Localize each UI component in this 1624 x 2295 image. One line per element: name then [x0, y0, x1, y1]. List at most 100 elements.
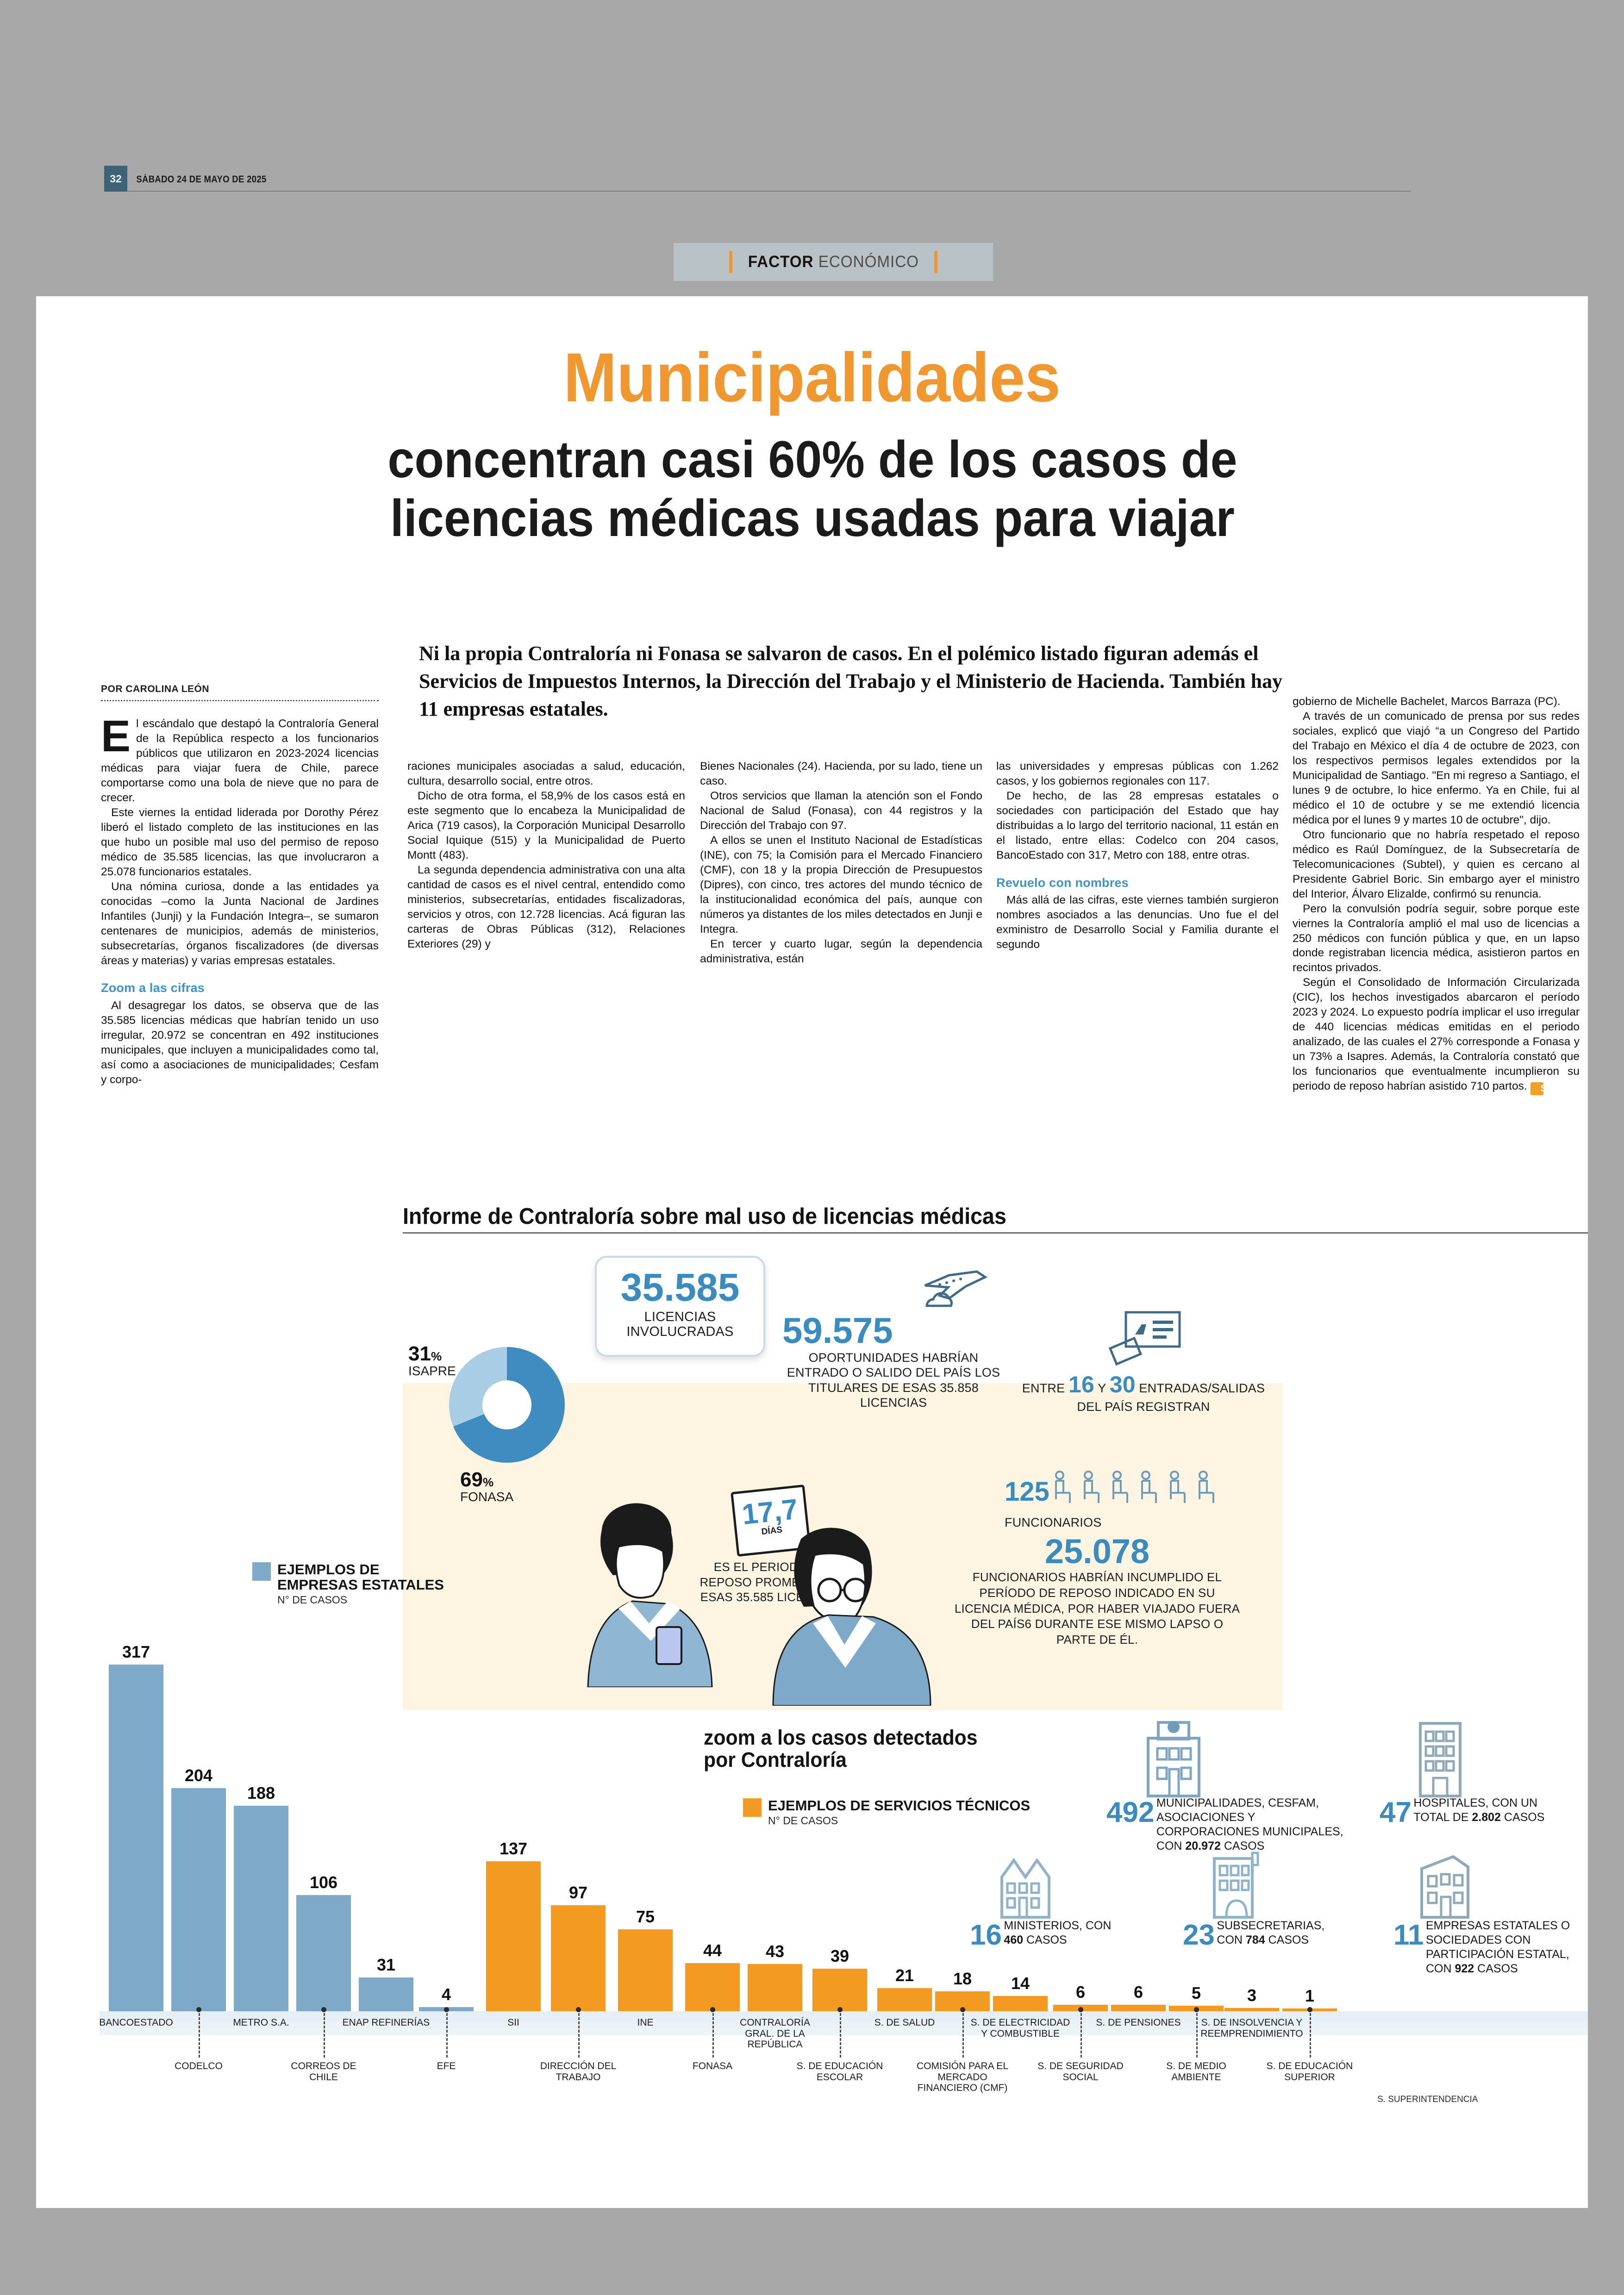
leader-line-20 [1310, 2009, 1311, 2058]
bar-value: 6 [1075, 1982, 1086, 2002]
bar-value: 31 [376, 1955, 396, 1974]
x-label-15: S. DE ELECTRICIDAD Y COMBUSTIBLE [970, 2017, 1070, 2039]
infographic-subtitle-line1: zoom a los casos detectados [704, 1726, 978, 1749]
bar-value: 137 [499, 1839, 528, 1858]
x-label-19: S. DE INSOLVENCIA Y REEMPRENDIMIENTO [1200, 2017, 1303, 2039]
bar-12: 39 [812, 1946, 867, 2011]
stat-card-line1: LICENCIAS [644, 1310, 716, 1324]
stat-trips: 59.575 OPORTUNIDADES HABRÍAN ENTRADO O S… [782, 1270, 1005, 1410]
bar-value: 75 [636, 1907, 655, 1926]
stat-text: MUNICIPALIDADES, CESFAM, ASOCIACIONES Y … [1156, 1796, 1343, 1852]
stat-officials: 125 FUNCIONARIOS [1005, 1470, 1273, 1530]
paragraph: La segunda dependencia administrativa co… [407, 863, 685, 950]
paragraph: Dicho de otra forma, el 58,9% de los cas… [407, 789, 685, 861]
chart-axis-band [100, 2011, 1588, 2035]
bar-value: 18 [953, 1969, 972, 1989]
leader-dot-12 [837, 2007, 843, 2012]
bar-rect [234, 1805, 288, 2011]
subhead-zoom-cifras: Zoom a las cifras [101, 981, 205, 995]
stat-card-licencias: 35.585 LICENCIAS INVOLUCRADAS [595, 1256, 765, 1357]
end-mark-icon: S [1530, 1082, 1547, 1096]
x-label-6: EFE [437, 2061, 456, 2071]
bar-rect [551, 1905, 606, 2011]
infographic-subtitle-line2: por Contraloría [704, 1747, 847, 1771]
bar-value: 39 [830, 1946, 849, 1965]
paragraph: Bienes Nacionales (24). Hacienda, por su… [700, 760, 982, 787]
stat-text: EMPRESAS ESTATALES O SOCIEDADES CON PART… [1426, 1919, 1570, 1975]
bar-rect [993, 1996, 1048, 2011]
x-label-1: BANCOESTADO [99, 2017, 173, 2028]
paragraph: las universidades y empresas públicas co… [996, 760, 1279, 787]
leader-dot-6 [444, 2007, 449, 2012]
leader-dot-2 [196, 2007, 201, 2012]
paragraph: gobierno de Michelle Bachelet, Marcos Ba… [1293, 695, 1561, 708]
bar-chart: EJEMPLOS DE EMPRESAS ESTATALES N° DE CAS… [99, 1546, 1588, 2115]
masthead-date: SÁBADO 24 DE MAYO DE 2025 [127, 166, 1411, 192]
paragraph-text: Según el Consolidado de Información Circ… [1293, 976, 1580, 1093]
bar-rect [1111, 2004, 1166, 2011]
tag-bar-left-icon [729, 251, 732, 273]
paragraph: raciones municipales asociadas a salud, … [407, 760, 685, 787]
bar-value: 317 [122, 1642, 150, 1661]
tag-bar-right-icon [934, 251, 938, 273]
building-stat-subsecretarias: 23 SUBSECRETARIAS, CON 784 CASOS [1183, 1852, 1368, 1952]
stat-trips-number: 59.575 [782, 1310, 893, 1351]
company-building-icon [1420, 1855, 1469, 1919]
stat-entries: ENTRE 16 Y 30 ENTRADAS/SALIDAS DEL PAÍS … [1014, 1311, 1273, 1415]
legend-swatch-orange [743, 1798, 762, 1817]
bar-value: 97 [568, 1883, 588, 1902]
paragraph: Otro funcionario que no habría respetado… [1293, 828, 1580, 900]
infographic: Informe de Contraloría sobre mal uso de … [403, 1204, 1588, 1771]
paragraph: Pero la convulsión podría seguir, sobre … [1293, 902, 1580, 974]
leader-dot-20 [1307, 2007, 1312, 2012]
ministry-building-icon [1000, 1858, 1050, 1919]
page-folio: 32 [104, 166, 127, 192]
x-label-8: DIRECCIÓN DEL TRABAJO [540, 2061, 617, 2083]
bar-17: 6 [1111, 1983, 1166, 2011]
x-label-5: ENAP REFINERÍAS [342, 2017, 430, 2028]
paragraph: En tercer y cuarto lugar, según la depen… [700, 937, 982, 965]
x-label-3: METRO S.A. [233, 2017, 289, 2028]
donut-ring [449, 1347, 565, 1463]
bar-19: 3 [1224, 1986, 1279, 2011]
bar-8: 97 [551, 1883, 606, 2011]
building-stat-hospitales: 47 HOSPITALES, CON UN TOTAL DE 2.802 CAS… [1380, 1722, 1583, 1829]
legend-title: EJEMPLOS DE EMPRESAS ESTATALES [277, 1561, 444, 1593]
stat-card-line2: INVOLUCRADAS [626, 1324, 734, 1340]
section-tag-text: FACTOR ECONÓMICO [748, 253, 918, 271]
stat-breach-number: 25.078 [1044, 1532, 1150, 1571]
x-label-2: CODELCO [175, 2061, 223, 2071]
infographic-title: Informe de Contraloría sobre mal uso de … [403, 1204, 1006, 1229]
headline-kicker: Municipalidades [563, 338, 1061, 416]
body-column-2: raciones municipales asociadas a salud, … [407, 759, 685, 952]
section-tag-bold: FACTOR [748, 253, 814, 271]
infographic-canvas: 35.585 LICENCIAS INVOLUCRADAS 31% ISAPRE… [403, 1243, 1282, 1771]
bar-value: 6 [1133, 1982, 1143, 2002]
bar-rect [748, 1964, 802, 2011]
infographic-subtitle: zoom a los casos detectados por Contralo… [704, 1727, 978, 1771]
paragraph: Más allá de las cifras, este viernes tam… [996, 894, 1279, 951]
bar-9: 75 [618, 1907, 673, 2011]
bar-14: 18 [935, 1969, 990, 2011]
byline: POR CAROLINA LEÓN [101, 684, 210, 694]
leader-dot-14 [960, 2007, 965, 2012]
bar-rect [812, 1968, 867, 2011]
bar-15: 14 [993, 1974, 1048, 2011]
paragraph: Otros servicios que llaman la atención s… [700, 789, 982, 832]
bar-rect [109, 1664, 163, 2011]
doctor-illustration-right [772, 1528, 931, 1706]
bar-5: 31 [359, 1955, 413, 2011]
body-column-4: las universidades y empresas públicas co… [996, 759, 1279, 952]
paragraph: l escándalo que destapó la Contraloría G… [101, 717, 379, 804]
leader-line-16 [1081, 2009, 1082, 2058]
bar-3: 188 [234, 1784, 288, 2011]
paragraph: Al desagregar los datos, se observa que … [101, 999, 379, 1086]
stat-number: 16 [970, 1919, 1002, 1951]
section-tag: FACTOR ECONÓMICO [674, 243, 993, 281]
stat-entries-conjunction: Y [1098, 1381, 1106, 1395]
x-label-20: S. DE EDUCACIÓN SUPERIOR [1266, 2061, 1353, 2083]
leader-dot-4 [321, 2007, 326, 2012]
leader-line-18 [1196, 2009, 1198, 2058]
leader-line-4 [324, 2009, 325, 2058]
page-title: concentran casi 60% de los casos de lice… [289, 430, 1336, 548]
